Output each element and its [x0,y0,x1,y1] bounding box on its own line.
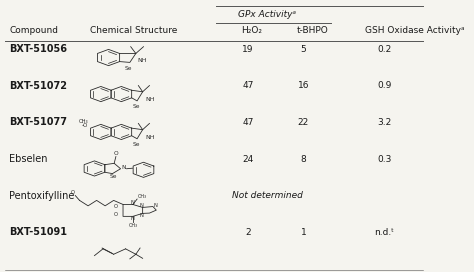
Text: N: N [140,212,144,218]
Text: N: N [131,216,135,221]
Text: O: O [114,204,118,209]
Text: GSH Oxidase Activityᵃ: GSH Oxidase Activityᵃ [365,26,465,35]
Text: Compound: Compound [9,26,58,35]
Text: 0.2: 0.2 [377,45,392,54]
Text: N: N [154,203,158,208]
Text: 2: 2 [245,228,251,237]
Text: Se: Se [133,142,140,147]
Text: 1: 1 [301,228,306,237]
Text: Ebselen: Ebselen [9,154,48,164]
Text: 47: 47 [242,81,254,90]
Text: 16: 16 [298,81,309,90]
Text: n.d.ᵗ: n.d.ᵗ [374,228,394,237]
Text: O: O [114,151,118,156]
Text: NH: NH [137,58,146,63]
Text: BXT-51091: BXT-51091 [9,227,67,237]
Text: Not determined: Not determined [232,191,302,200]
Text: 3.2: 3.2 [377,118,392,127]
Text: 24: 24 [242,154,254,163]
Text: Se: Se [124,66,132,71]
Text: H₂O₂: H₂O₂ [242,26,263,35]
Text: CH₃: CH₃ [79,119,88,124]
Text: N: N [140,203,144,208]
Text: Chemical Structure: Chemical Structure [90,26,178,35]
Text: O: O [114,212,118,217]
Text: GPx Activityᵃ: GPx Activityᵃ [238,10,296,19]
Text: NH: NH [145,135,155,140]
Text: 0.9: 0.9 [377,81,392,90]
Text: 19: 19 [242,45,254,54]
Text: 0.3: 0.3 [377,154,392,163]
Text: O: O [71,190,75,195]
Text: Se: Se [133,104,140,109]
Text: Pentoxifylline: Pentoxifylline [9,190,74,200]
Text: t-BHPO: t-BHPO [297,26,328,35]
Text: 8: 8 [301,154,306,163]
Text: 22: 22 [298,118,309,127]
Text: CH₃: CH₃ [137,194,147,199]
Text: NH: NH [145,97,155,102]
Text: 5: 5 [301,45,306,54]
Text: -O: -O [82,123,88,128]
Text: CH₃: CH₃ [128,222,137,228]
Text: Se: Se [109,174,117,179]
Text: N: N [121,165,126,171]
Text: BXT-51072: BXT-51072 [9,81,67,91]
Text: 47: 47 [242,118,254,127]
Text: BXT-51077: BXT-51077 [9,118,67,128]
Text: N: N [131,200,135,205]
Text: BXT-51056: BXT-51056 [9,44,67,54]
